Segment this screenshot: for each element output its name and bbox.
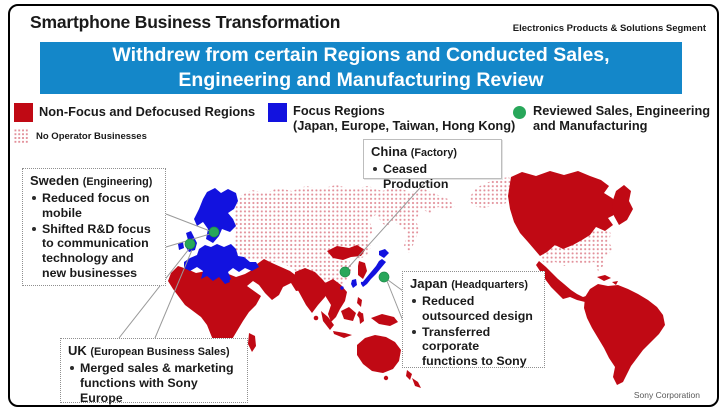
callout-china-title: China (Factory) xyxy=(371,144,494,161)
callout-uk: UK (European Business Sales) Merged sale… xyxy=(60,338,248,405)
legend-reviewed-label: Reviewed Sales, Engineering and Manufact… xyxy=(533,103,711,133)
bullet-item: Shifted R&D focus to communication techn… xyxy=(30,222,158,281)
bullet-dot xyxy=(412,329,416,334)
slide-border xyxy=(8,4,719,407)
callout-japan-qualifier: (Headquarters) xyxy=(451,279,528,291)
banner-line1: Withdrew from certain Regions and Conduc… xyxy=(112,44,610,66)
footer-company: Sony Corporation xyxy=(633,390,700,400)
bullet-dot xyxy=(373,167,377,171)
legend-focus-label: Focus Regions (Japan, Europe, Taiwan, Ho… xyxy=(293,103,516,133)
legend-non-focus-label: Non-Focus and Defocused Regions xyxy=(39,104,256,119)
legend-reviewed-dot-icon xyxy=(513,106,526,119)
banner-line2: Engineering and Manufacturing Review xyxy=(178,69,544,91)
legend-no-operator-swatch xyxy=(14,129,28,143)
bullet-item: Merged sales & marketing functions with … xyxy=(68,361,240,405)
legend-reviewed-line1: Reviewed Sales, Engineering xyxy=(533,103,711,118)
callout-uk-title: UK (European Business Sales) xyxy=(68,343,240,360)
callout-japan-title: Japan (Headquarters) xyxy=(410,276,537,293)
bullet-dot xyxy=(70,366,74,370)
segment-label: Electronics Products & Solutions Segment xyxy=(512,23,706,34)
callout-china-bullets: Ceased Production xyxy=(371,162,494,192)
legend-reviewed-line2: and Manufacturing xyxy=(533,117,648,133)
legend-no-operator-label: No Operator Businesses xyxy=(36,131,147,142)
bullet-item: Reduced outsourced design xyxy=(410,294,537,324)
callout-japan: Japan (Headquarters) Reduced outsourced … xyxy=(402,271,545,368)
callout-china-qualifier: (Factory) xyxy=(410,147,457,159)
bullet-item: Reduced focus on mobile xyxy=(30,191,158,221)
bullet-dot xyxy=(32,226,36,231)
page-title: Smartphone Business Transformation xyxy=(30,12,341,32)
bullet-dot xyxy=(412,299,416,303)
legend-focus-swatch xyxy=(268,103,287,122)
callout-uk-country: UK xyxy=(68,343,87,358)
callout-sweden: Sweden (Engineering) Reduced focus on mo… xyxy=(22,168,166,286)
callout-sweden-country: Sweden xyxy=(30,173,80,188)
callout-sweden-qualifier: (Engineering) xyxy=(82,176,153,188)
callout-japan-bullets: Reduced outsourced design Transferred co… xyxy=(410,294,537,369)
legend-non-focus-swatch xyxy=(14,103,33,122)
legend-focus-line2: (Japan, Europe, Taiwan, Hong Kong) xyxy=(293,117,516,133)
legend-focus-line1: Focus Regions xyxy=(293,103,385,118)
callout-uk-qualifier: (European Business Sales) xyxy=(90,346,230,358)
callout-china-country: China xyxy=(371,144,408,159)
bullet-item: Transferred corporate functions to Sony xyxy=(410,325,537,369)
callout-uk-bullets: Merged sales & marketing functions with … xyxy=(68,361,240,405)
bullet-item: Ceased Production xyxy=(371,162,494,192)
callout-sweden-bullets: Reduced focus on mobile Shifted R&D focu… xyxy=(30,191,158,281)
headline-banner: Withdrew from certain Regions and Conduc… xyxy=(40,42,682,94)
callout-sweden-title: Sweden (Engineering) xyxy=(30,173,158,190)
bullet-dot xyxy=(32,196,36,200)
callout-china: China (Factory) Ceased Production xyxy=(363,139,502,191)
callout-japan-country: Japan xyxy=(410,276,448,291)
